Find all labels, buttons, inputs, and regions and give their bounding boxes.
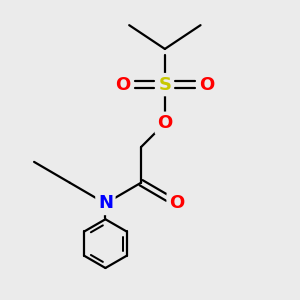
Text: O: O [157,114,172,132]
Text: S: S [158,76,171,94]
Text: O: O [169,194,184,212]
Text: O: O [116,76,131,94]
Text: O: O [199,76,214,94]
Text: N: N [98,194,113,212]
